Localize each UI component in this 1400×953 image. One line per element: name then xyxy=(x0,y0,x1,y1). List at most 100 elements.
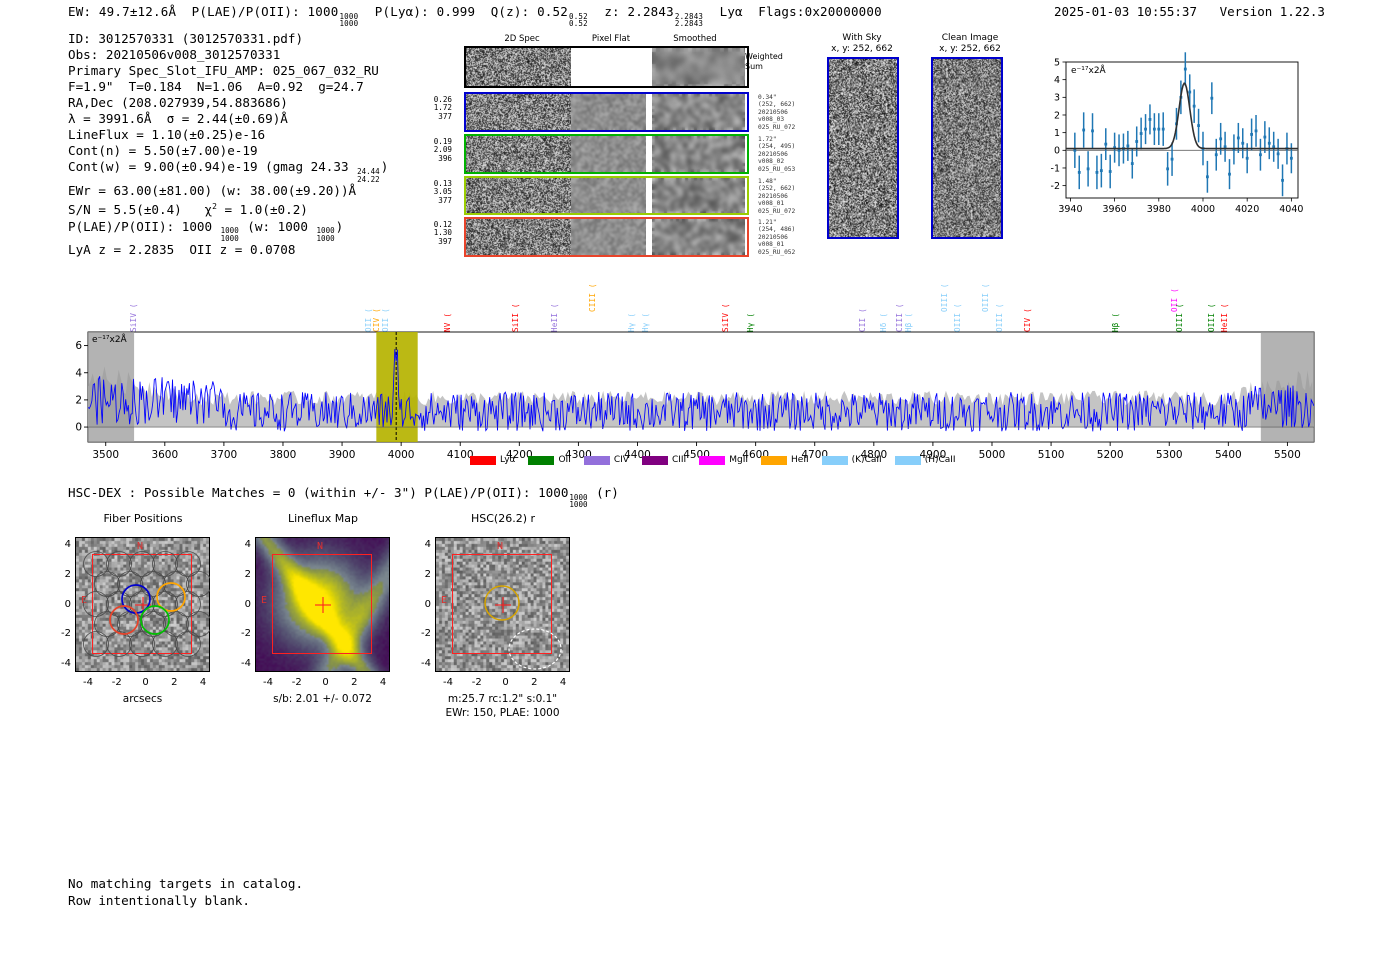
plae-label: P(LAE)/P(OII): xyxy=(191,4,300,19)
panel-image[interactable] xyxy=(255,537,390,672)
source-info-block: ID: 3012570331 (3012570331.pdf) Obs: 202… xyxy=(68,31,388,259)
hscdex-plae-range: 1000 1000 xyxy=(569,492,588,510)
svg-text:5300: 5300 xyxy=(1156,449,1183,461)
spec2d-sum-gap xyxy=(646,48,652,86)
spec2d-weighted-sum-row xyxy=(464,46,749,88)
emission-line-label: CII ( xyxy=(858,308,867,332)
spec2d-fiber-row[interactable]: 0.26 1.72 377 0.34" (252, 662) 20210506 v008_0… xyxy=(434,92,795,132)
version-bar: 2025-01-03 10:55:37 Version 1.22.3 xyxy=(1054,4,1325,19)
spec2d-2dspec-cutout xyxy=(466,136,571,172)
footer-line-2: Row intentionally blank. xyxy=(68,892,250,908)
weighted-sum-label: Weighted Sum xyxy=(745,52,783,71)
legend-swatch xyxy=(470,455,496,465)
spec2d-row-metrics: 0.26 1.72 377 xyxy=(418,95,452,121)
info-ewr: EWr = 63.00(±81.00) (w: 38.00(±9.20))Å xyxy=(68,183,357,199)
svg-text:5500: 5500 xyxy=(1274,449,1301,461)
legend-swatch xyxy=(894,455,921,465)
svg-text:4900: 4900 xyxy=(920,449,947,461)
spec2d-row-images xyxy=(466,136,751,172)
panel-xtick: -4 xyxy=(83,677,93,688)
panel-ytick: 0 xyxy=(244,598,251,610)
panel-xtick: 0 xyxy=(322,677,329,688)
aperture-box xyxy=(272,554,372,654)
spec2d-row-images xyxy=(466,178,751,213)
svg-text:4100: 4100 xyxy=(447,449,474,461)
panel-xtick: 0 xyxy=(142,677,149,688)
emission-line-label: Hβ ( xyxy=(1110,312,1120,332)
plya-label: P(Lyα): xyxy=(374,4,429,19)
emission-line-label: CIV ( xyxy=(1022,308,1032,332)
svg-text:0: 0 xyxy=(75,422,82,434)
panel-ytick: -4 xyxy=(241,658,251,669)
legend-label: (K)CaII xyxy=(851,455,882,465)
legend-swatch xyxy=(761,455,788,465)
fiber-circle-overlay xyxy=(83,551,210,657)
info-primary-spec: Primary Spec_Slot_IFU_AMP: 025_067_032_R… xyxy=(68,63,379,79)
svg-text:4000: 4000 xyxy=(1191,204,1215,215)
spec2d-row-identifier-line: v008_02 xyxy=(758,158,785,166)
gmag-range: 24.44 24.22 xyxy=(357,167,380,184)
legend-swatch xyxy=(583,455,610,465)
legend-item: OII xyxy=(528,455,571,465)
spec2d-fiber-row[interactable]: 0.12 1.30 397 1.21" (254, 486) 20210506 v008_0… xyxy=(434,217,795,257)
svg-text:5000: 5000 xyxy=(979,449,1006,461)
legend-item: Lyα xyxy=(470,455,515,465)
svg-text:5100: 5100 xyxy=(1038,449,1065,461)
spec2d-pixelflat-cutout xyxy=(571,94,646,130)
svg-text:3980: 3980 xyxy=(1147,204,1171,215)
spec2d-row-identifier: 1.72" (254, 495) 20210506 v008_02 025_RU_053 xyxy=(758,136,816,173)
spec2d-row-metric: 0.19 xyxy=(433,137,452,146)
svg-text:4800: 4800 xyxy=(860,449,887,461)
emission-line-label: CIII ( xyxy=(587,283,597,312)
full-spectrum-svg: 3500 3600 3700 3800 3900 4000 4100 4200 4300 4400… xyxy=(75,331,1315,461)
spec2d-title-1: Pixel Flat xyxy=(591,34,631,44)
spec2d-2dspec-cutout xyxy=(466,219,571,255)
svg-text:3800: 3800 xyxy=(270,449,297,461)
spec2d-gap xyxy=(646,136,652,172)
spec2d-row-metric: 396 xyxy=(438,153,452,163)
spec2d-row-metric: 1.30 xyxy=(433,228,452,238)
svg-text:3940: 3940 xyxy=(1058,204,1082,215)
info-cont-w: Cont(w) = 9.00(±0.94)e-19 (gmag 24.33 24… xyxy=(68,159,389,184)
svg-text:e⁻¹⁷x2Å: e⁻¹⁷x2Å xyxy=(1071,64,1107,76)
panel-caption: arcsecs xyxy=(122,693,163,705)
info-lineflux: LineFlux = 1.10(±0.25)e-16 xyxy=(68,127,266,143)
compass-east-label: E xyxy=(261,595,268,606)
spec2d-row-identifier-line: (252, 662) xyxy=(758,185,796,193)
svg-text:4700: 4700 xyxy=(801,449,828,461)
legend-label: OII xyxy=(558,455,571,465)
legend-item: (H)CaII xyxy=(894,455,956,465)
spec2d-row-metric: 0.12 xyxy=(433,220,452,229)
svg-text:0: 0 xyxy=(1054,146,1060,157)
report-version: Version 1.22.3 xyxy=(1219,4,1325,19)
plae-range: 1000 1000 xyxy=(339,11,359,29)
panel-ytick: -4 xyxy=(61,658,71,669)
spec2d-row-metric: 397 xyxy=(438,236,452,246)
spec2d-fiber-row[interactable]: 0.19 2.09 396 1.72" (254, 495) 20210506 v008_0… xyxy=(434,134,795,174)
spec2d-fiber-row[interactable]: 0.13 3.05 377 1.48" (252, 662) 20210506 v008_0… xyxy=(434,176,795,215)
compass-north-label: N xyxy=(137,541,144,552)
info-plae-range: 1000 1000 xyxy=(220,226,239,243)
panel-ytick: 4 xyxy=(64,539,71,550)
spec2d-row-images xyxy=(466,219,751,255)
legend-swatch xyxy=(528,455,555,465)
panel-ytick: 2 xyxy=(64,568,71,580)
spec2d-row-metrics: 0.19 2.09 396 xyxy=(418,137,452,163)
spec2d-row-identifier-line: v008_03 xyxy=(758,116,785,124)
svg-text:4040: 4040 xyxy=(1279,204,1303,215)
panel-ytick: 0 xyxy=(424,598,431,610)
emission-line-label: Hβ ( xyxy=(904,312,914,332)
line-name: Lyα xyxy=(719,4,743,19)
spec2d-2dspec-cutout xyxy=(466,94,571,130)
center-crosshair xyxy=(494,596,511,613)
report-timestamp: 2025-01-03 10:55:37 xyxy=(1054,4,1197,19)
panel-xtick: 2 xyxy=(171,677,178,688)
spec2d-row-identifier-line: 025_RU_072 xyxy=(758,207,796,215)
panel-ytick: -2 xyxy=(241,628,251,640)
svg-text:6: 6 xyxy=(75,340,82,352)
compass-north-label: N xyxy=(497,541,504,552)
panel-ytick: 4 xyxy=(424,539,431,550)
svg-text:4020: 4020 xyxy=(1235,204,1259,215)
spec2d-row-metric: 3.05 xyxy=(433,187,452,197)
svg-text:3960: 3960 xyxy=(1103,204,1127,215)
